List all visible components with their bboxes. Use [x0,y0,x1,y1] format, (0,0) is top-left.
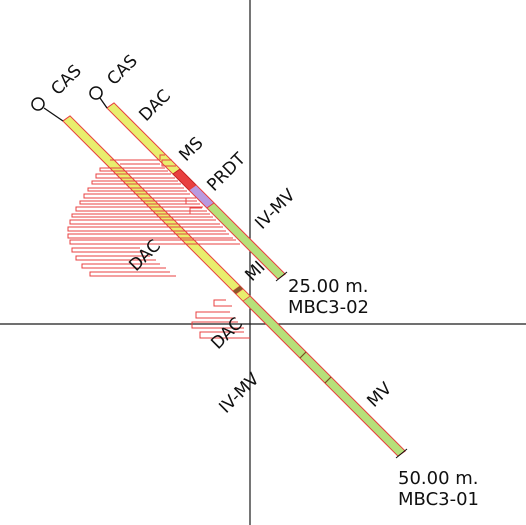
collar-label-mbc3-02: CAS [103,51,141,89]
unit-label-dac-middle: DAC [125,236,165,276]
unit-label-iv-mv-upper: IV-MV [251,185,299,233]
assay-histogram-lower [191,299,250,339]
unit-label-dac-upper: DAC [135,86,175,126]
unit-label-dac-lower: DAC [207,314,247,354]
unit-label-iv-mv-lower: IV-MV [215,369,263,417]
unsampled-interval [235,288,251,302]
interval-tick [299,351,307,359]
hole-name-mbc3-01: MBC3-01 [398,489,479,510]
massive-sulfide-interval [172,168,197,191]
assay-histogram [67,159,240,277]
unit-label-ms: MS [175,133,207,165]
drillhole-mbc3-02 [89,86,288,282]
mv-interval [242,295,406,457]
hole-end-tick [275,271,288,282]
collar-label-mbc3-01: CAS [47,61,85,99]
hole-name-mbc3-02: MBC3-02 [288,297,369,318]
depth-label-mbc3-01: 50.00 m. [398,468,479,489]
hole-end-tick [395,448,408,459]
unit-label-mv: MV [363,379,396,412]
assay-histogram-ms [159,154,206,215]
interval-marker [233,286,243,294]
depth-label-mbc3-02: 25.00 m. [288,276,369,297]
collar-circle [31,97,45,111]
collar-circle [89,86,103,100]
unit-label-prdt: PRDT [203,149,250,196]
interval-tick [324,376,332,384]
drillhole-mbc3-01 [31,97,408,459]
collar-stem [43,107,64,122]
collar-stem [99,97,108,109]
